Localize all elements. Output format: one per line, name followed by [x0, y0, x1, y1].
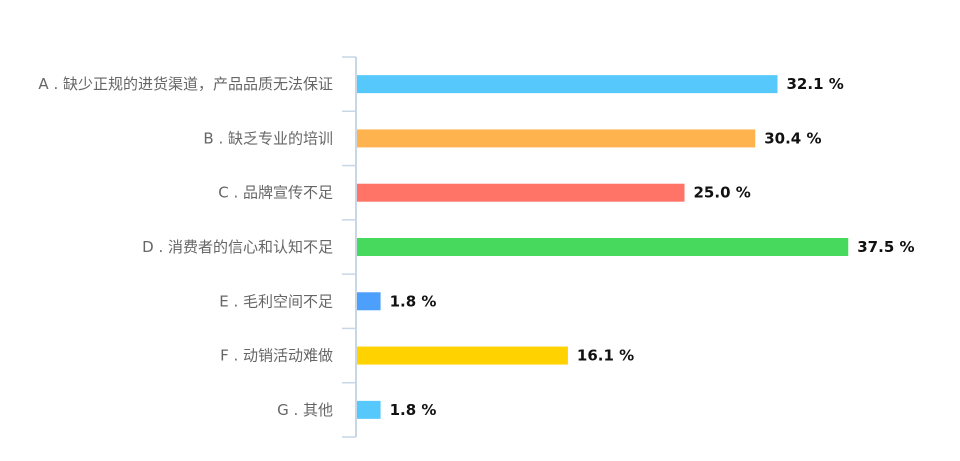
category-label: D . 消费者的信心和认知不足 — [142, 238, 333, 256]
category-label: A . 缺少正规的进货渠道，产品品质无法保证 — [38, 75, 333, 93]
value-label: 32.1 % — [787, 75, 844, 93]
bar — [357, 129, 756, 148]
category-label: C . 品牌宣传不足 — [218, 184, 333, 202]
bar — [357, 400, 381, 419]
value-label: 25.0 % — [694, 184, 751, 202]
bar — [357, 346, 568, 365]
value-label: 30.4 % — [764, 129, 821, 147]
value-label: 37.5 % — [857, 238, 914, 256]
bar — [357, 75, 778, 94]
value-label: 1.8 % — [390, 401, 437, 419]
bar — [357, 292, 381, 311]
value-label: 16.1 % — [577, 347, 634, 365]
bar — [357, 238, 849, 256]
category-label: B . 缺乏专业的培训 — [203, 129, 333, 147]
value-label: 1.8 % — [390, 292, 437, 310]
category-label: E . 毛利空间不足 — [219, 292, 333, 310]
bar — [357, 183, 685, 202]
category-label: F . 动销活动难做 — [220, 347, 333, 365]
category-label: G . 其他 — [277, 401, 333, 419]
